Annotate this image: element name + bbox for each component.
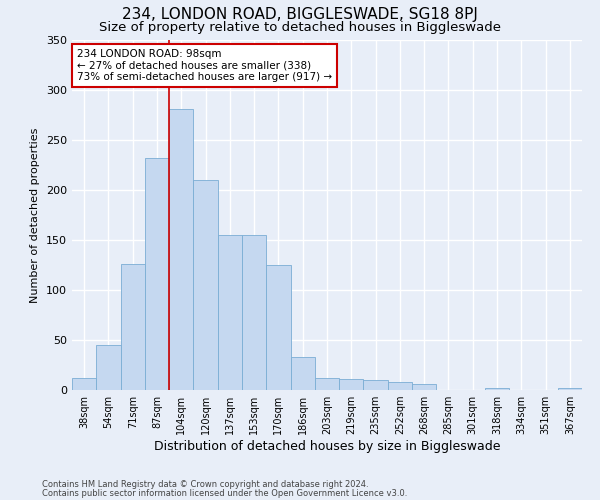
Bar	[364, 380, 388, 390]
Text: 234 LONDON ROAD: 98sqm
← 27% of detached houses are smaller (338)
73% of semi-de: 234 LONDON ROAD: 98sqm ← 27% of detached…	[77, 49, 332, 82]
Bar	[290, 357, 315, 390]
Bar	[121, 264, 145, 390]
Bar	[218, 235, 242, 390]
Text: Size of property relative to detached houses in Biggleswade: Size of property relative to detached ho…	[99, 21, 501, 34]
Bar	[145, 158, 169, 390]
Text: Contains HM Land Registry data © Crown copyright and database right 2024.: Contains HM Land Registry data © Crown c…	[42, 480, 368, 489]
Y-axis label: Number of detached properties: Number of detached properties	[31, 128, 40, 302]
Bar	[558, 388, 582, 390]
X-axis label: Distribution of detached houses by size in Biggleswade: Distribution of detached houses by size …	[154, 440, 500, 453]
Bar	[485, 388, 509, 390]
Bar	[72, 378, 96, 390]
Bar	[412, 384, 436, 390]
Bar	[242, 235, 266, 390]
Bar	[193, 180, 218, 390]
Bar	[339, 379, 364, 390]
Bar	[315, 378, 339, 390]
Bar	[169, 109, 193, 390]
Text: 234, LONDON ROAD, BIGGLESWADE, SG18 8PJ: 234, LONDON ROAD, BIGGLESWADE, SG18 8PJ	[122, 8, 478, 22]
Bar	[266, 265, 290, 390]
Text: Contains public sector information licensed under the Open Government Licence v3: Contains public sector information licen…	[42, 488, 407, 498]
Bar	[96, 345, 121, 390]
Bar	[388, 382, 412, 390]
